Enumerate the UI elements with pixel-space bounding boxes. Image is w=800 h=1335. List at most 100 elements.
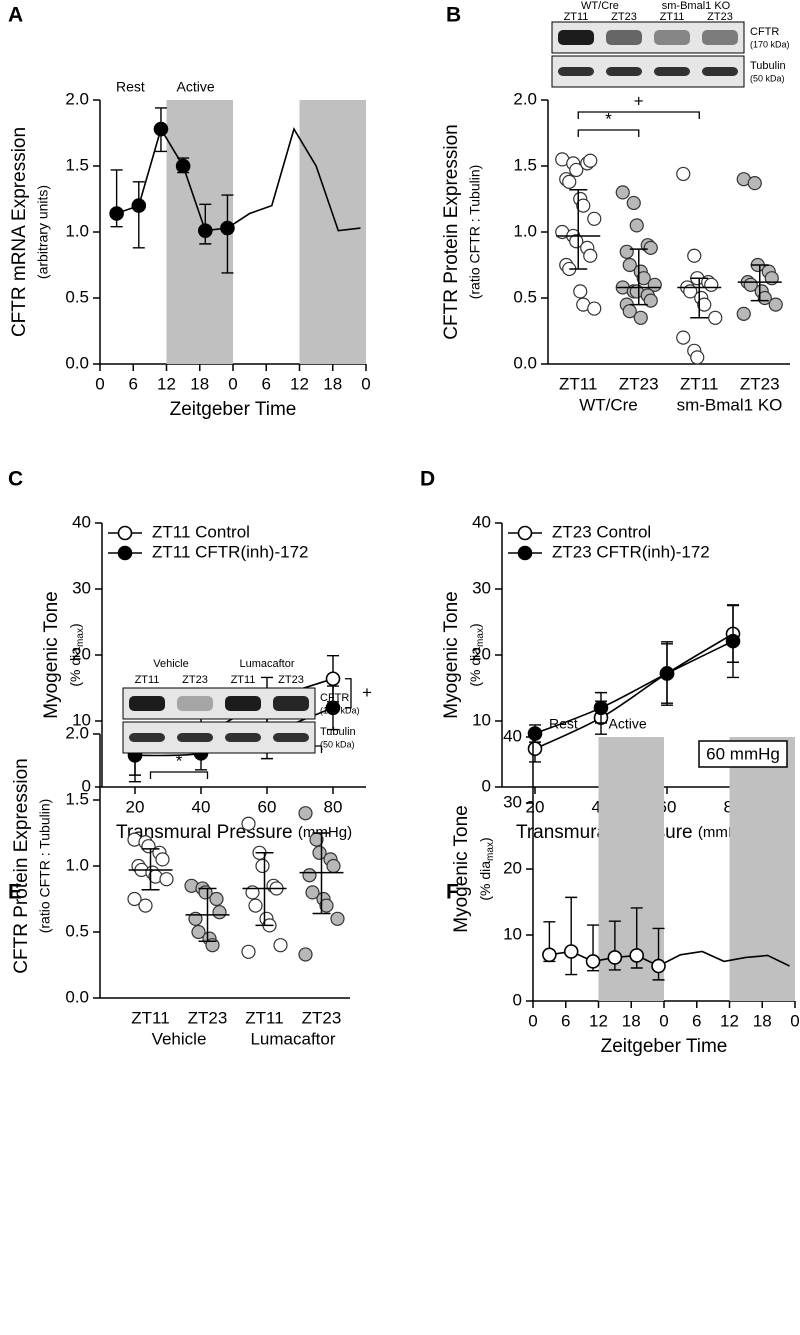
- x-tick-label: ZT11: [131, 1008, 169, 1027]
- marker: [109, 206, 124, 221]
- x-tick-label: 18: [753, 1011, 772, 1030]
- group-label: Vehicle: [152, 1029, 207, 1048]
- data-point: [583, 248, 598, 263]
- blot-band: [558, 67, 594, 76]
- x-tick-label: 0: [361, 374, 370, 393]
- y-axis-subtitle-part: ): [467, 623, 483, 628]
- marker: [325, 671, 341, 687]
- data-point: [212, 905, 227, 920]
- blot-band: [606, 30, 642, 45]
- annotation-box: [698, 740, 788, 768]
- data-point: [209, 891, 224, 907]
- data-point: [633, 310, 648, 325]
- panel-letter: B: [446, 4, 461, 27]
- x-tick-label: ZT11: [680, 374, 718, 393]
- blot-lane-label: ZT23: [278, 674, 304, 686]
- marker: [629, 948, 645, 963]
- panel-letter: C: [8, 468, 23, 491]
- blot-lane-label: ZT23: [182, 674, 208, 686]
- x-tick-label: 12: [290, 374, 309, 393]
- data-point: [583, 153, 598, 168]
- x-tick-label: ZT23: [188, 1008, 228, 1027]
- data-point: [319, 898, 334, 913]
- data-point: [687, 248, 702, 263]
- annotation: Active: [609, 716, 647, 732]
- blot-group-label: Lumacaftor: [239, 658, 294, 670]
- y-tick-label: 1.0: [513, 221, 537, 240]
- y-tick-label: 2.0: [65, 89, 89, 108]
- y-tick-label: 2.0: [65, 723, 89, 742]
- x-tick-label: 12: [157, 374, 176, 393]
- x-tick-label: ZT11: [245, 1008, 283, 1027]
- marker: [651, 958, 666, 974]
- y-axis-subtitle-part: (% dia: [67, 647, 83, 687]
- y-tick-label: 1.0: [65, 221, 89, 240]
- y-axis-title: Myogenic Tone: [441, 591, 462, 718]
- y-tick-label: 2.0: [513, 89, 537, 108]
- data-point: [330, 911, 345, 926]
- y-tick-label: 0.5: [513, 287, 537, 306]
- x-tick-label: 40: [192, 797, 211, 816]
- blot-band-size: (50 kDa): [750, 73, 785, 83]
- x-tick-label: 0: [659, 1011, 668, 1030]
- x-tick-label: 6: [129, 374, 138, 393]
- x-tick-label: 0: [95, 374, 104, 393]
- data-point: [622, 257, 637, 273]
- blot-band: [129, 696, 165, 711]
- legend-label: ZT11 Control: [152, 522, 250, 541]
- y-tick-label: 0: [513, 990, 522, 1009]
- data-point: [569, 162, 584, 178]
- data-point: [305, 885, 320, 900]
- error-bar: [565, 896, 578, 976]
- blot-band-label: Tubulin: [750, 60, 786, 72]
- data-point: [159, 872, 174, 887]
- error-bar: [132, 181, 145, 249]
- blot-band: [177, 696, 213, 711]
- blot-band: [654, 30, 690, 45]
- error-bar: [569, 189, 588, 270]
- marker: [325, 700, 341, 716]
- y-axis-subtitle: (ratio CFTR : Tubulin): [37, 799, 53, 934]
- x-tick-label: 6: [692, 1011, 701, 1030]
- data-point: [676, 166, 691, 182]
- y-axis-title: CFTR Protein Expression: [11, 758, 32, 973]
- marker: [153, 121, 169, 137]
- blot-lane-label: ZT11: [231, 674, 256, 686]
- y-tick-label: 30: [472, 578, 491, 597]
- blot-band-size: (170 kDa): [320, 705, 360, 715]
- data-point: [626, 195, 641, 211]
- legend-label: ZT23 CFTR(inh)-172: [552, 542, 710, 561]
- x-tick-label: ZT23: [619, 374, 659, 393]
- group-label: WT/Cre: [579, 395, 638, 414]
- marker: [593, 700, 609, 716]
- x-axis-title: Zeitgeber Time: [170, 399, 297, 420]
- marker: [197, 223, 213, 238]
- y-axis-subtitle-part: max: [475, 628, 486, 647]
- data-point: [573, 284, 588, 299]
- data-point: [690, 350, 705, 365]
- significance-label: *: [605, 109, 612, 128]
- data-point: [138, 898, 153, 913]
- annotation: Rest: [549, 716, 578, 732]
- y-axis-title: CFTR Protein Expression: [441, 124, 462, 339]
- data-point: [127, 891, 142, 907]
- blot-lane-label: ZT11: [564, 11, 589, 23]
- y-axis-subtitle: (% diamax): [67, 623, 86, 686]
- x-tick-label: 18: [622, 1011, 641, 1030]
- y-tick-label: 40: [472, 512, 491, 531]
- blot-band-label: CFTR: [320, 692, 349, 704]
- data-point: [619, 244, 634, 259]
- panel-letter: A: [8, 4, 23, 27]
- marker: [607, 950, 623, 965]
- blot-lane-label: ZT23: [611, 11, 637, 23]
- blot-band-size: (170 kDa): [750, 39, 790, 49]
- y-axis-subtitle-part: (% dia: [467, 647, 483, 687]
- marker: [563, 944, 579, 959]
- shaded-region: [729, 737, 795, 1001]
- y-tick-label: 40: [503, 726, 522, 745]
- data-point: [569, 234, 584, 249]
- y-tick-label: 20: [72, 644, 91, 663]
- data-point: [255, 858, 270, 874]
- blot-band: [702, 67, 738, 76]
- y-tick-label: 0.0: [513, 353, 537, 372]
